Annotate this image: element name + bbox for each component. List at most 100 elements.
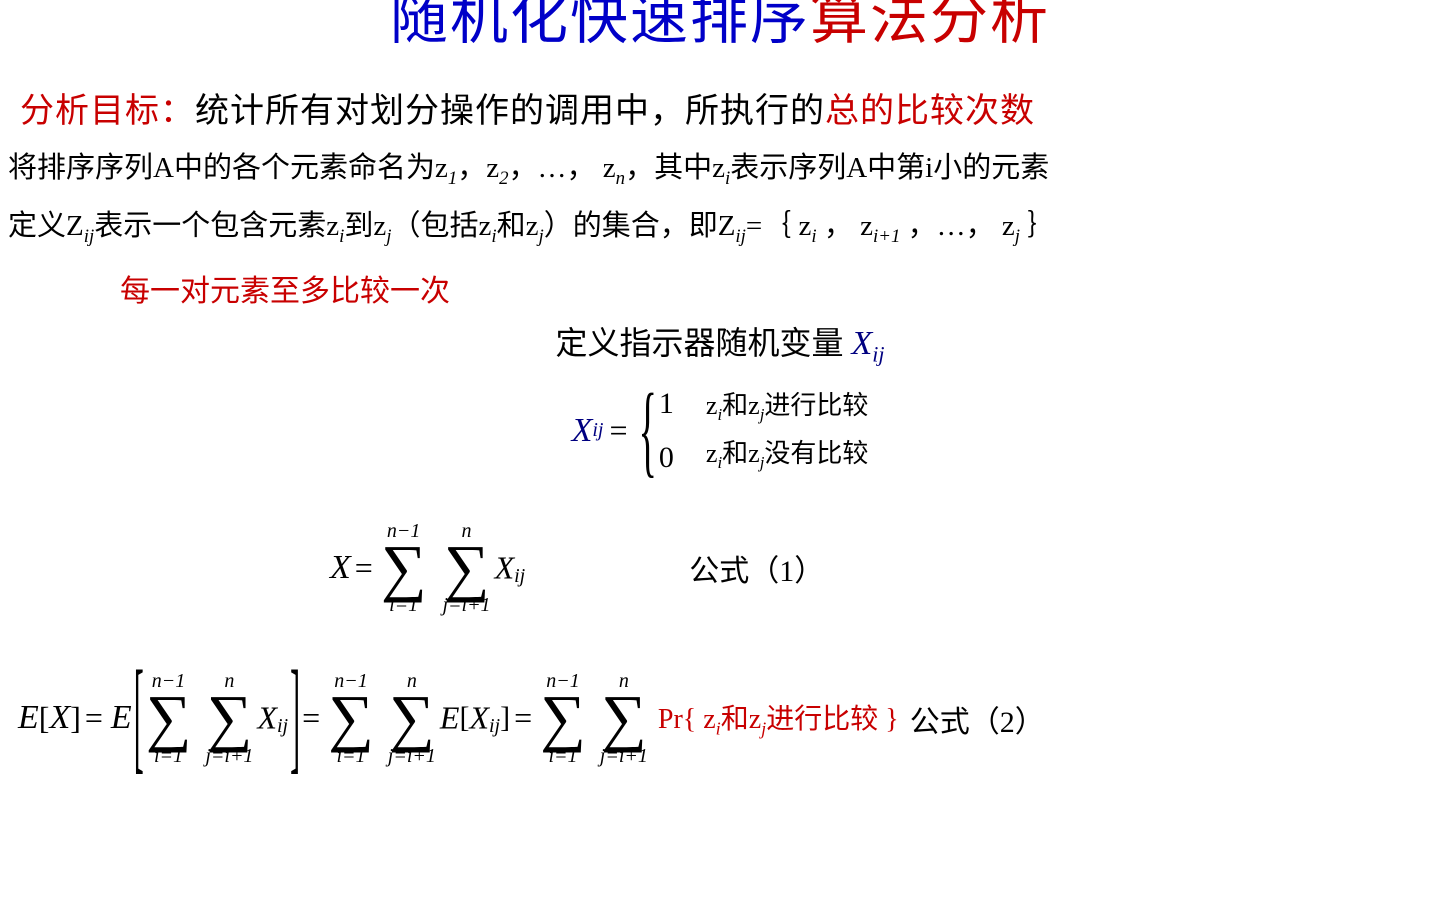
eq2-eq1: = — [85, 700, 111, 736]
s2ai-bot: j=i+1 — [205, 746, 253, 766]
def1-a: 将排序序列A中的各个元素命名为z — [8, 152, 448, 184]
eq2-termEX: X — [469, 700, 489, 736]
case-cond-0: zi和zj没有比较 — [706, 431, 869, 479]
pr-a: z — [703, 704, 715, 735]
def1-b: ，z — [457, 152, 499, 184]
c0c: 没有比较 — [764, 439, 868, 468]
rbrack-2: ] — [500, 702, 510, 735]
indicator-row: 定义指示器随机变量 Xij — [0, 310, 1440, 367]
case-val-0: 0 — [659, 431, 674, 485]
lbrack-1: [ — [39, 700, 50, 736]
definition-line-2: 定义Zij表示一个包含元素zi到zj（包括zi和zj）的集合，即Zij=｛ zi… — [0, 190, 1440, 248]
sum2c-inner: n ∑ j=i+1 — [600, 671, 648, 765]
sum2a-inner: n ∑ j=i+1 — [205, 671, 253, 765]
eq1-eq: = — [355, 550, 381, 586]
eq2-E2: E — [111, 700, 132, 737]
eq2-termX: X — [257, 700, 277, 736]
sub-ij: ij — [84, 226, 94, 247]
s2ao-bot: i=1 — [154, 746, 183, 766]
note-text: 每一对元素至多比较一次 — [120, 275, 450, 308]
eq2-pr-span: Pr{ zi和zj进行比较 } — [658, 704, 906, 735]
rbrack-1: ] — [70, 700, 81, 736]
sum2c-outer: n−1 ∑ i=1 — [540, 671, 586, 765]
title-part1: 随机化快速排序 — [390, 0, 810, 51]
eq1-label: 公式（1） — [689, 555, 824, 588]
s2bi-bot: j=i+1 — [388, 746, 436, 766]
def2-i: ，…， z — [900, 210, 1014, 242]
page-title: 随机化快速排序算法分析 — [0, 0, 1440, 48]
eq2-eq3: = — [514, 700, 540, 736]
def2-b: 表示一个包含元素z — [94, 210, 339, 242]
big-rbracket-icon: ] — [290, 647, 300, 790]
sigma-icon-5: ∑ — [328, 691, 374, 745]
sum1-outer: n−1 ∑ i=1 — [381, 521, 427, 615]
def2-d: （包括z — [391, 210, 491, 242]
indicator-sub: ij — [872, 341, 884, 366]
c0b: 和z — [722, 439, 760, 468]
big-lbracket-icon: [ — [134, 647, 144, 790]
sigma-icon-7: ∑ — [540, 691, 586, 745]
indicator-pre: 定义指示器随机变量 — [555, 325, 851, 361]
c1c: 进行比较 — [764, 391, 868, 420]
equation-2: E[X] = E [ n−1 ∑ i=1 n ∑ j=i+1 Xij ] = n… — [0, 615, 1440, 765]
c1b: 和z — [722, 391, 760, 420]
title-part2: 算法分析 — [810, 0, 1050, 51]
def2-a: 定义Z — [8, 210, 84, 242]
sum2b-outer: n−1 ∑ i=1 — [328, 671, 374, 765]
def2-j: ｝ — [1020, 210, 1056, 242]
goal-mid: 统计所有对划分操作的调用中，所执行的 — [195, 93, 825, 130]
cases-lhs-sub: ij — [592, 419, 603, 442]
s2bo-bot: i=1 — [336, 746, 365, 766]
cases-conditions: zi和zj进行比较 zi和zj没有比较 — [706, 383, 869, 478]
eq2-termX-sub: ij — [277, 715, 288, 737]
sigma-icon-2: ∑ — [444, 541, 490, 595]
case-val-1: 1 — [659, 377, 674, 431]
sum1o-bot: i=1 — [389, 595, 418, 615]
cases-lhs: X — [572, 412, 593, 450]
cases-values: 1 0 — [659, 377, 674, 485]
brace-icon: { — [638, 372, 656, 490]
goal-row: 分析目标：统计所有对划分操作的调用中，所执行的总的比较次数 — [0, 48, 1440, 132]
eq1-term-sub: ij — [514, 565, 525, 587]
sub-Zij: ij — [735, 226, 745, 247]
def2-h: ， z — [817, 210, 873, 242]
def2-g: =｛ z — [746, 210, 811, 242]
sum1i-bot: j=i+1 — [442, 595, 490, 615]
pr-end: } — [878, 704, 898, 735]
eq2-eq2: = — [302, 700, 328, 736]
definition-line-1: 将排序序列A中的各个元素命名为z1，z2，…， zn，其中zi表示序列A中第i小… — [0, 132, 1440, 190]
sigma-icon-8: ∑ — [601, 691, 647, 745]
pr-c: 进行比较 — [766, 704, 878, 735]
eq2-label: 公式（2） — [910, 706, 1045, 739]
cases-block: Xij = { 1 0 zi和zj进行比较 zi和zj没有比较 — [0, 367, 1440, 485]
goal-emph: 总的比较次数 — [825, 93, 1035, 130]
eq2-termE: E — [440, 700, 460, 736]
sum2b-inner: n ∑ j=i+1 — [388, 671, 436, 765]
s2ci-bot: j=i+1 — [600, 746, 648, 766]
c1a: z — [706, 391, 718, 420]
def1-e: 表示序列A中第i小的元素 — [730, 152, 1049, 184]
s2co-bot: i=1 — [548, 746, 577, 766]
lbrack-2: [ — [459, 702, 469, 735]
sub-szi1: i+1 — [873, 226, 900, 247]
case-cond-1: zi和zj进行比较 — [706, 383, 869, 431]
eq1-X: X — [330, 549, 351, 586]
sigma-icon-6: ∑ — [389, 691, 435, 745]
def2-c: 到z — [344, 210, 386, 242]
sigma-icon-3: ∑ — [146, 691, 192, 745]
sum2a-outer: n−1 ∑ i=1 — [146, 671, 192, 765]
eq2-Pr: Pr{ — [658, 704, 703, 735]
eq1-term: X — [495, 550, 515, 586]
equation-1: X = n−1 ∑ i=1 n ∑ j=i+1 Xij 公式（1） — [0, 485, 1440, 615]
cases-eq: = — [609, 412, 627, 449]
def2-e: 和z — [497, 210, 539, 242]
pr-b: 和z — [721, 704, 761, 735]
indicator-var: X — [852, 325, 873, 362]
sub-1: 1 — [448, 168, 457, 189]
eq2-termEX-sub: ij — [489, 715, 500, 737]
def1-c: ，…， z — [509, 152, 616, 184]
def2-f: ）的集合，即Z — [544, 210, 736, 242]
eq2-E: E — [18, 700, 39, 737]
eq2-X: X — [49, 700, 70, 737]
sub-2: 2 — [499, 168, 508, 189]
